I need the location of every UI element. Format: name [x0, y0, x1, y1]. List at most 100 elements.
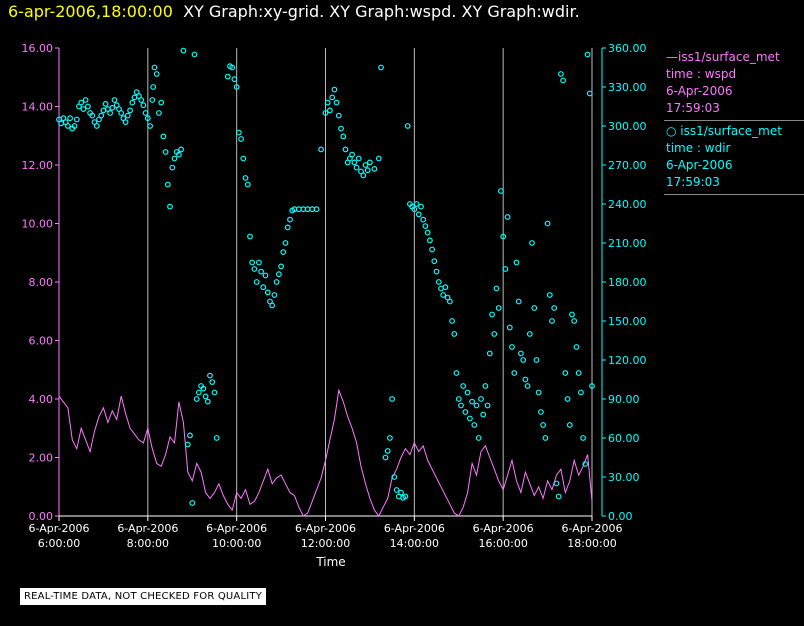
wdir-series [56, 47, 595, 506]
wdir-point [264, 289, 271, 296]
wdir-point [460, 383, 467, 389]
wdir-point [184, 441, 191, 448]
wdir-point [480, 411, 487, 418]
wdir-point [404, 123, 411, 129]
wdir-point [429, 246, 436, 253]
wdir-point [129, 99, 136, 106]
wdir-point [71, 123, 78, 129]
wdir-point [80, 106, 87, 112]
wdir-point [271, 292, 278, 298]
wdir-point [338, 125, 344, 132]
legend-wspd-date: 6-Apr-2006 [666, 84, 733, 98]
wdir-point [118, 110, 125, 116]
wdir-point [107, 110, 113, 116]
wdir-point [413, 201, 420, 207]
wdir-point [140, 102, 147, 109]
wdir-point [58, 120, 65, 127]
x-tick-date: 6-Apr-2006 [28, 522, 89, 535]
wdir-point [82, 97, 89, 103]
wdir-point [240, 155, 247, 162]
left-tick-label: 16.00 [22, 42, 54, 55]
wdir-point [478, 396, 484, 402]
wdir-point [522, 376, 529, 383]
x-tick-time: 18:00:00 [567, 537, 616, 550]
wdir-point [256, 259, 262, 266]
wdir-point [209, 379, 216, 386]
wdir-point [127, 107, 134, 114]
wdir-point [551, 305, 558, 311]
wdir-point [489, 311, 496, 318]
wdir-point [502, 266, 509, 272]
x-tick-date: 6-Apr-2006 [473, 522, 534, 535]
wdir-point [520, 357, 527, 363]
wdir-point [207, 372, 213, 379]
wdir-point [422, 223, 429, 230]
wdir-point [580, 435, 586, 441]
wdir-point [391, 474, 398, 480]
wdir-point [282, 240, 289, 246]
wdir-point [531, 305, 538, 311]
wdir-point [513, 259, 520, 266]
wdir-point [349, 151, 356, 158]
wdir-point [384, 448, 391, 454]
wdir-point [149, 97, 156, 103]
wdir-point [158, 99, 165, 106]
wdir-point [229, 64, 236, 71]
wdir-point [213, 435, 220, 441]
wdir-point [171, 155, 178, 162]
wdir-point [458, 402, 464, 409]
wdir-point [538, 409, 544, 415]
wdir-point [389, 396, 396, 402]
wdir-point [504, 214, 511, 220]
wdir-point [287, 216, 293, 223]
wdir-point [191, 51, 198, 58]
left-tick-label: 4.00 [29, 393, 54, 406]
wdir-point [284, 224, 291, 231]
wdir-point [455, 396, 462, 402]
wdir-point [402, 493, 409, 500]
x-tick-date: 6-Apr-2006 [561, 522, 622, 535]
wdir-point [122, 119, 129, 125]
wdir-point [204, 398, 211, 405]
wdir-point [124, 112, 131, 119]
x-tick-date: 6-Apr-2006 [384, 522, 445, 535]
wdir-point [67, 115, 73, 122]
wdir-point [411, 206, 418, 213]
wdir-point [78, 99, 85, 106]
wdir-point [102, 100, 109, 107]
right-tick-label: 210.00 [608, 237, 647, 250]
legend-wdir-name: ○ iss1/surface_met [666, 124, 782, 138]
wdir-point [155, 110, 162, 116]
left-tick-label: 0.00 [29, 510, 54, 523]
x-tick-time: 14:00:00 [390, 537, 439, 550]
wdir-point [195, 389, 202, 396]
wdir-point [98, 112, 105, 119]
x-tick-date: 6-Apr-2006 [295, 522, 356, 535]
wdir-point [167, 203, 173, 210]
wdir-point [169, 164, 176, 171]
wdir-point [515, 298, 522, 305]
wdir-point [566, 422, 573, 428]
wdir-point [424, 229, 431, 236]
axes [58, 48, 603, 517]
wdir-point [582, 461, 589, 467]
wdir-point [367, 159, 373, 166]
wdir-point [211, 389, 218, 396]
wdir-point [162, 149, 169, 155]
legend: —iss1/surface_met time : wspd 6-Apr-2006… [664, 47, 804, 195]
left-tick-label: 14.00 [22, 101, 54, 114]
wdir-point [464, 389, 471, 396]
wdir-point [247, 233, 253, 240]
wdir-point [571, 318, 578, 324]
wdir-point [313, 206, 320, 213]
right-tick-label: 270.00 [608, 159, 647, 172]
left-tick-label: 12.00 [22, 159, 54, 172]
wdir-point [362, 162, 369, 168]
wdir-point [431, 258, 438, 265]
wdir-point [462, 409, 469, 415]
wdir-point [178, 146, 185, 153]
wdir-point [242, 175, 249, 181]
wdir-point [420, 216, 427, 223]
wdir-point [398, 489, 404, 496]
